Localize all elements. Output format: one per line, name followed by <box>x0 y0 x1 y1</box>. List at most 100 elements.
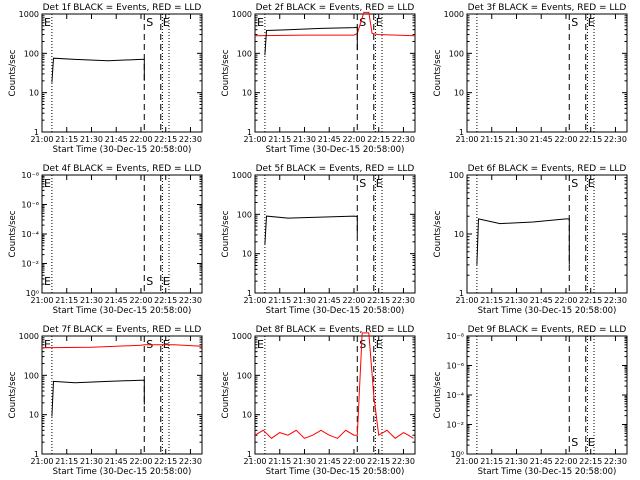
x-tick-label: 22:15 <box>154 457 177 466</box>
x-tick-label: 22:15 <box>367 135 390 144</box>
x-tick-label: 22:00 <box>129 457 152 466</box>
event-marker-label: S <box>359 16 366 29</box>
x-tick-label: 22:30 <box>604 457 627 466</box>
event-marker-label: E <box>163 16 170 29</box>
event-marker-label: E <box>376 16 383 29</box>
event-marker-label: E <box>44 177 51 190</box>
y-tick-label: 10⁰ <box>26 289 39 298</box>
y-tick-label: 10⁻⁸ <box>446 332 464 341</box>
x-tick-label: 21:30 <box>505 135 528 144</box>
event-marker-label: E <box>44 338 51 351</box>
event-marker-label: S <box>146 16 153 29</box>
event-marker-label: S <box>359 338 366 351</box>
plot-frame <box>254 174 416 294</box>
y-tick-label: 100 <box>237 210 252 219</box>
x-tick-label: 21:30 <box>505 457 528 466</box>
event-marker-label: E <box>44 16 51 29</box>
x-tick-label: 21:30 <box>80 296 103 305</box>
x-tick-label: 21:45 <box>530 135 553 144</box>
x-axis-label: Start Time (30-Dec-15 20:58:00) <box>53 306 192 316</box>
y-axis-label: Counts/sec <box>221 210 231 257</box>
x-tick-label: 22:30 <box>392 296 415 305</box>
x-tick-label: 21:00 <box>455 296 478 305</box>
y-tick-label: 1 <box>34 128 39 137</box>
y-tick-label: 1 <box>247 450 252 459</box>
y-tick-label: 100 <box>237 49 252 58</box>
x-tick-label: 21:45 <box>318 135 341 144</box>
x-tick-label: 21:15 <box>268 457 291 466</box>
y-tick-label: 10⁻⁴ <box>446 391 464 400</box>
event-marker-label: S <box>571 177 578 190</box>
x-tick-label: 21:15 <box>480 457 503 466</box>
panel-5: Det 5f BLACK = Events, RED = LLD 1 10 100 10… <box>221 164 416 316</box>
panel-2: Det 2f BLACK = Events, RED = LLD 1 10 100 10… <box>221 3 416 155</box>
x-tick-label: 22:15 <box>154 296 177 305</box>
x-tick-label: 22:00 <box>129 296 152 305</box>
y-tick-label: 1000 <box>444 10 464 19</box>
plot-frame <box>41 13 203 133</box>
plot-frame <box>466 174 628 294</box>
x-tick-label: 21:45 <box>105 296 128 305</box>
x-tick-label: 22:00 <box>129 135 152 144</box>
event-marker-label: S <box>359 177 366 190</box>
x-tick-label: 21:45 <box>105 135 128 144</box>
y-tick-label: 10 <box>29 411 39 420</box>
x-tick-label: 21:15 <box>55 457 78 466</box>
x-axis-label: Start Time (30-Dec-15 20:58:00) <box>53 467 192 477</box>
event-marker-label: S <box>146 275 153 288</box>
y-tick-label: 10 <box>242 89 252 98</box>
x-tick-label: 21:15 <box>268 296 291 305</box>
series-line <box>476 218 570 265</box>
y-tick-label: 100 <box>24 49 39 58</box>
plot-frame <box>466 335 628 455</box>
y-tick-label: 1 <box>459 128 464 137</box>
y-tick-label: 1000 <box>232 10 252 19</box>
event-marker-label: E <box>257 338 264 351</box>
x-tick-label: 22:15 <box>579 457 602 466</box>
y-tick-label: 10 <box>242 250 252 259</box>
y-tick-label: 10 <box>454 230 464 239</box>
y-tick-label: 1 <box>34 450 39 459</box>
x-tick-label: 21:00 <box>243 296 266 305</box>
x-tick-label: 21:00 <box>243 457 266 466</box>
event-marker-label: E <box>588 436 595 449</box>
x-axis-label: Start Time (30-Dec-15 20:58:00) <box>266 467 405 477</box>
plot-frame <box>41 174 203 294</box>
x-tick-label: 21:45 <box>530 457 553 466</box>
y-axis-label: Counts/sec <box>8 49 18 96</box>
x-tick-label: 22:00 <box>554 135 577 144</box>
x-tick-label: 21:30 <box>505 296 528 305</box>
x-tick-label: 21:00 <box>30 296 53 305</box>
event-marker-label: E <box>588 177 595 190</box>
y-axis-label: Counts/sec <box>433 210 443 257</box>
x-tick-label: 21:45 <box>530 296 553 305</box>
plot-frame <box>41 335 203 455</box>
series-line <box>254 11 416 37</box>
y-tick-label: 10⁻⁶ <box>446 362 464 371</box>
plot-title: Det 1f BLACK = Events, RED = LLD <box>43 3 202 13</box>
y-axis-label: Counts/sec <box>221 371 231 418</box>
y-tick-label: 10⁻⁸ <box>21 171 39 180</box>
x-tick-label: 21:15 <box>55 135 78 144</box>
series-line <box>41 344 203 349</box>
y-tick-label: 1 <box>247 128 252 137</box>
x-tick-label: 21:00 <box>30 135 53 144</box>
x-tick-label: 21:15 <box>268 135 291 144</box>
plot-title: Det 6f BLACK = Events, RED = LLD <box>468 164 627 174</box>
y-tick-label: 100 <box>24 371 39 380</box>
x-tick-label: 22:15 <box>367 457 390 466</box>
y-tick-label: 10⁻⁴ <box>21 230 39 239</box>
x-tick-label: 22:00 <box>342 296 365 305</box>
x-tick-label: 21:00 <box>455 135 478 144</box>
x-tick-label: 22:00 <box>342 135 365 144</box>
x-tick-label: 21:30 <box>80 457 103 466</box>
x-tick-label: 21:15 <box>55 296 78 305</box>
x-tick-label: 21:15 <box>480 135 503 144</box>
x-tick-label: 22:00 <box>554 457 577 466</box>
x-axis-label: Start Time (30-Dec-15 20:58:00) <box>266 306 405 316</box>
plot-title: Det 9f BLACK = Events, RED = LLD <box>468 325 627 335</box>
y-axis-label: Counts/sec <box>221 49 231 96</box>
panel-6: Det 6f BLACK = Events, RED = LLD 1 10 100 21… <box>433 164 628 316</box>
x-tick-label: 22:15 <box>579 135 602 144</box>
x-tick-label: 22:00 <box>554 296 577 305</box>
